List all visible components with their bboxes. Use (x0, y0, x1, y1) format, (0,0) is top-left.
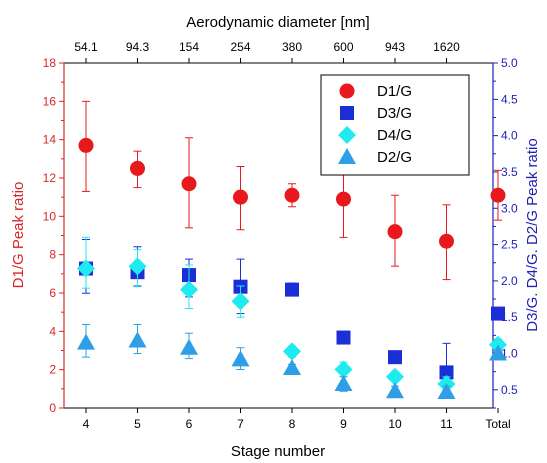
d4g-point (283, 342, 301, 361)
top-tick-label: 600 (333, 40, 353, 54)
legend-marker-d2g (338, 148, 356, 164)
right-tick-label: 3.5 (501, 165, 518, 179)
bottom-tick-label: 11 (440, 417, 453, 431)
legend-marker-d3g (340, 106, 354, 120)
right-tick-label: 4.0 (501, 129, 518, 143)
d1g-point (130, 160, 145, 176)
left-tick-label: 8 (49, 248, 56, 262)
bottom-tick-label: 9 (340, 417, 347, 431)
d4g-point (231, 292, 250, 311)
d4g-point (77, 259, 95, 278)
bottom-tick-label: 10 (388, 417, 402, 431)
d1g-point (284, 187, 300, 203)
d2g-point (231, 350, 250, 367)
bottom-tick-label: 7 (237, 417, 244, 431)
d3g-point (388, 350, 402, 365)
legend-label-d1g: D1/G (377, 83, 412, 100)
d2g-point (437, 383, 456, 400)
right-tick-label: 2.5 (501, 238, 518, 252)
left-tick-label: 6 (49, 286, 56, 300)
d3g-point (439, 365, 454, 380)
top-tick-label: 94.3 (126, 40, 150, 54)
d3g-point (285, 282, 299, 297)
d4g-point (386, 367, 404, 386)
d2g-point (489, 344, 507, 361)
legend-marker-d1g (339, 83, 355, 99)
d1g-point (387, 224, 403, 240)
d2g-point (386, 382, 404, 399)
left-tick-label: 0 (49, 401, 56, 415)
left-tick-label: 16 (43, 94, 57, 108)
legend-label-d3g: D3/G (377, 105, 412, 122)
d1g-point (233, 189, 248, 205)
d4g-point (334, 360, 353, 379)
right-axis-title: D3/G. D4/G. D2/G Peak ratio (524, 138, 541, 331)
left-tick-label: 18 (43, 56, 57, 70)
d4g-point (180, 280, 198, 299)
x-axis-title: Stage number (231, 443, 325, 460)
right-tick-label: 3.0 (501, 201, 518, 215)
d1g-point (490, 187, 506, 203)
left-tick-label: 10 (43, 209, 57, 223)
legend-label-d2g: D2/G (377, 149, 412, 166)
left-tick-label: 4 (49, 324, 56, 338)
d1g-point (336, 191, 351, 207)
d2g-point (283, 359, 301, 376)
d3g-point (491, 306, 505, 321)
bottom-tick-label: 4 (83, 417, 90, 431)
d2g-point (180, 338, 198, 355)
d2g-point (128, 331, 147, 348)
top-tick-label: 54.1 (74, 40, 98, 54)
d1g-point (181, 176, 197, 192)
top-tick-label: 254 (230, 40, 250, 54)
d2g-point (334, 375, 353, 392)
legend-label-d4g: D4/G (377, 127, 412, 144)
right-tick-label: 2.0 (501, 274, 518, 288)
top-tick-label: 1620 (433, 40, 460, 54)
legend: D1/G D3/G D4/G D2/G (320, 74, 470, 176)
right-tick-label: 1.5 (501, 310, 518, 324)
d3g-point (336, 330, 351, 345)
legend-marker-d4g (338, 126, 356, 144)
axis-ticks: 0 2 4 6 8 10 12 14 16 18 0.5 1.0 1.5 2.0 2.5 3.0 3.5 4.0 4… (43, 40, 518, 431)
d2g-point (77, 333, 95, 350)
d1g-point (439, 233, 454, 249)
bottom-tick-label: 5 (134, 417, 141, 431)
top-tick-label: 380 (282, 40, 302, 54)
top-tick-label: 154 (179, 40, 199, 54)
top-axis-title: Aerodynamic diameter [nm] (186, 14, 369, 31)
d4g-point (128, 257, 147, 276)
bottom-tick-label: 8 (289, 417, 296, 431)
d1g-point (78, 137, 94, 153)
data-marks (77, 100, 507, 400)
left-tick-label: 12 (43, 171, 57, 185)
left-tick-label: 2 (49, 363, 56, 377)
right-tick-label: 0.5 (501, 383, 518, 397)
top-tick-label: 943 (385, 40, 405, 54)
bottom-tick-label: Total (485, 417, 510, 431)
bottom-tick-label: 6 (186, 417, 193, 431)
left-tick-label: 14 (43, 133, 57, 147)
right-tick-label: 1.0 (501, 347, 518, 361)
right-tick-label: 4.5 (501, 92, 518, 106)
right-tick-label: 5.0 (501, 56, 518, 70)
left-axis-title: D1/G Peak ratio (10, 182, 27, 289)
